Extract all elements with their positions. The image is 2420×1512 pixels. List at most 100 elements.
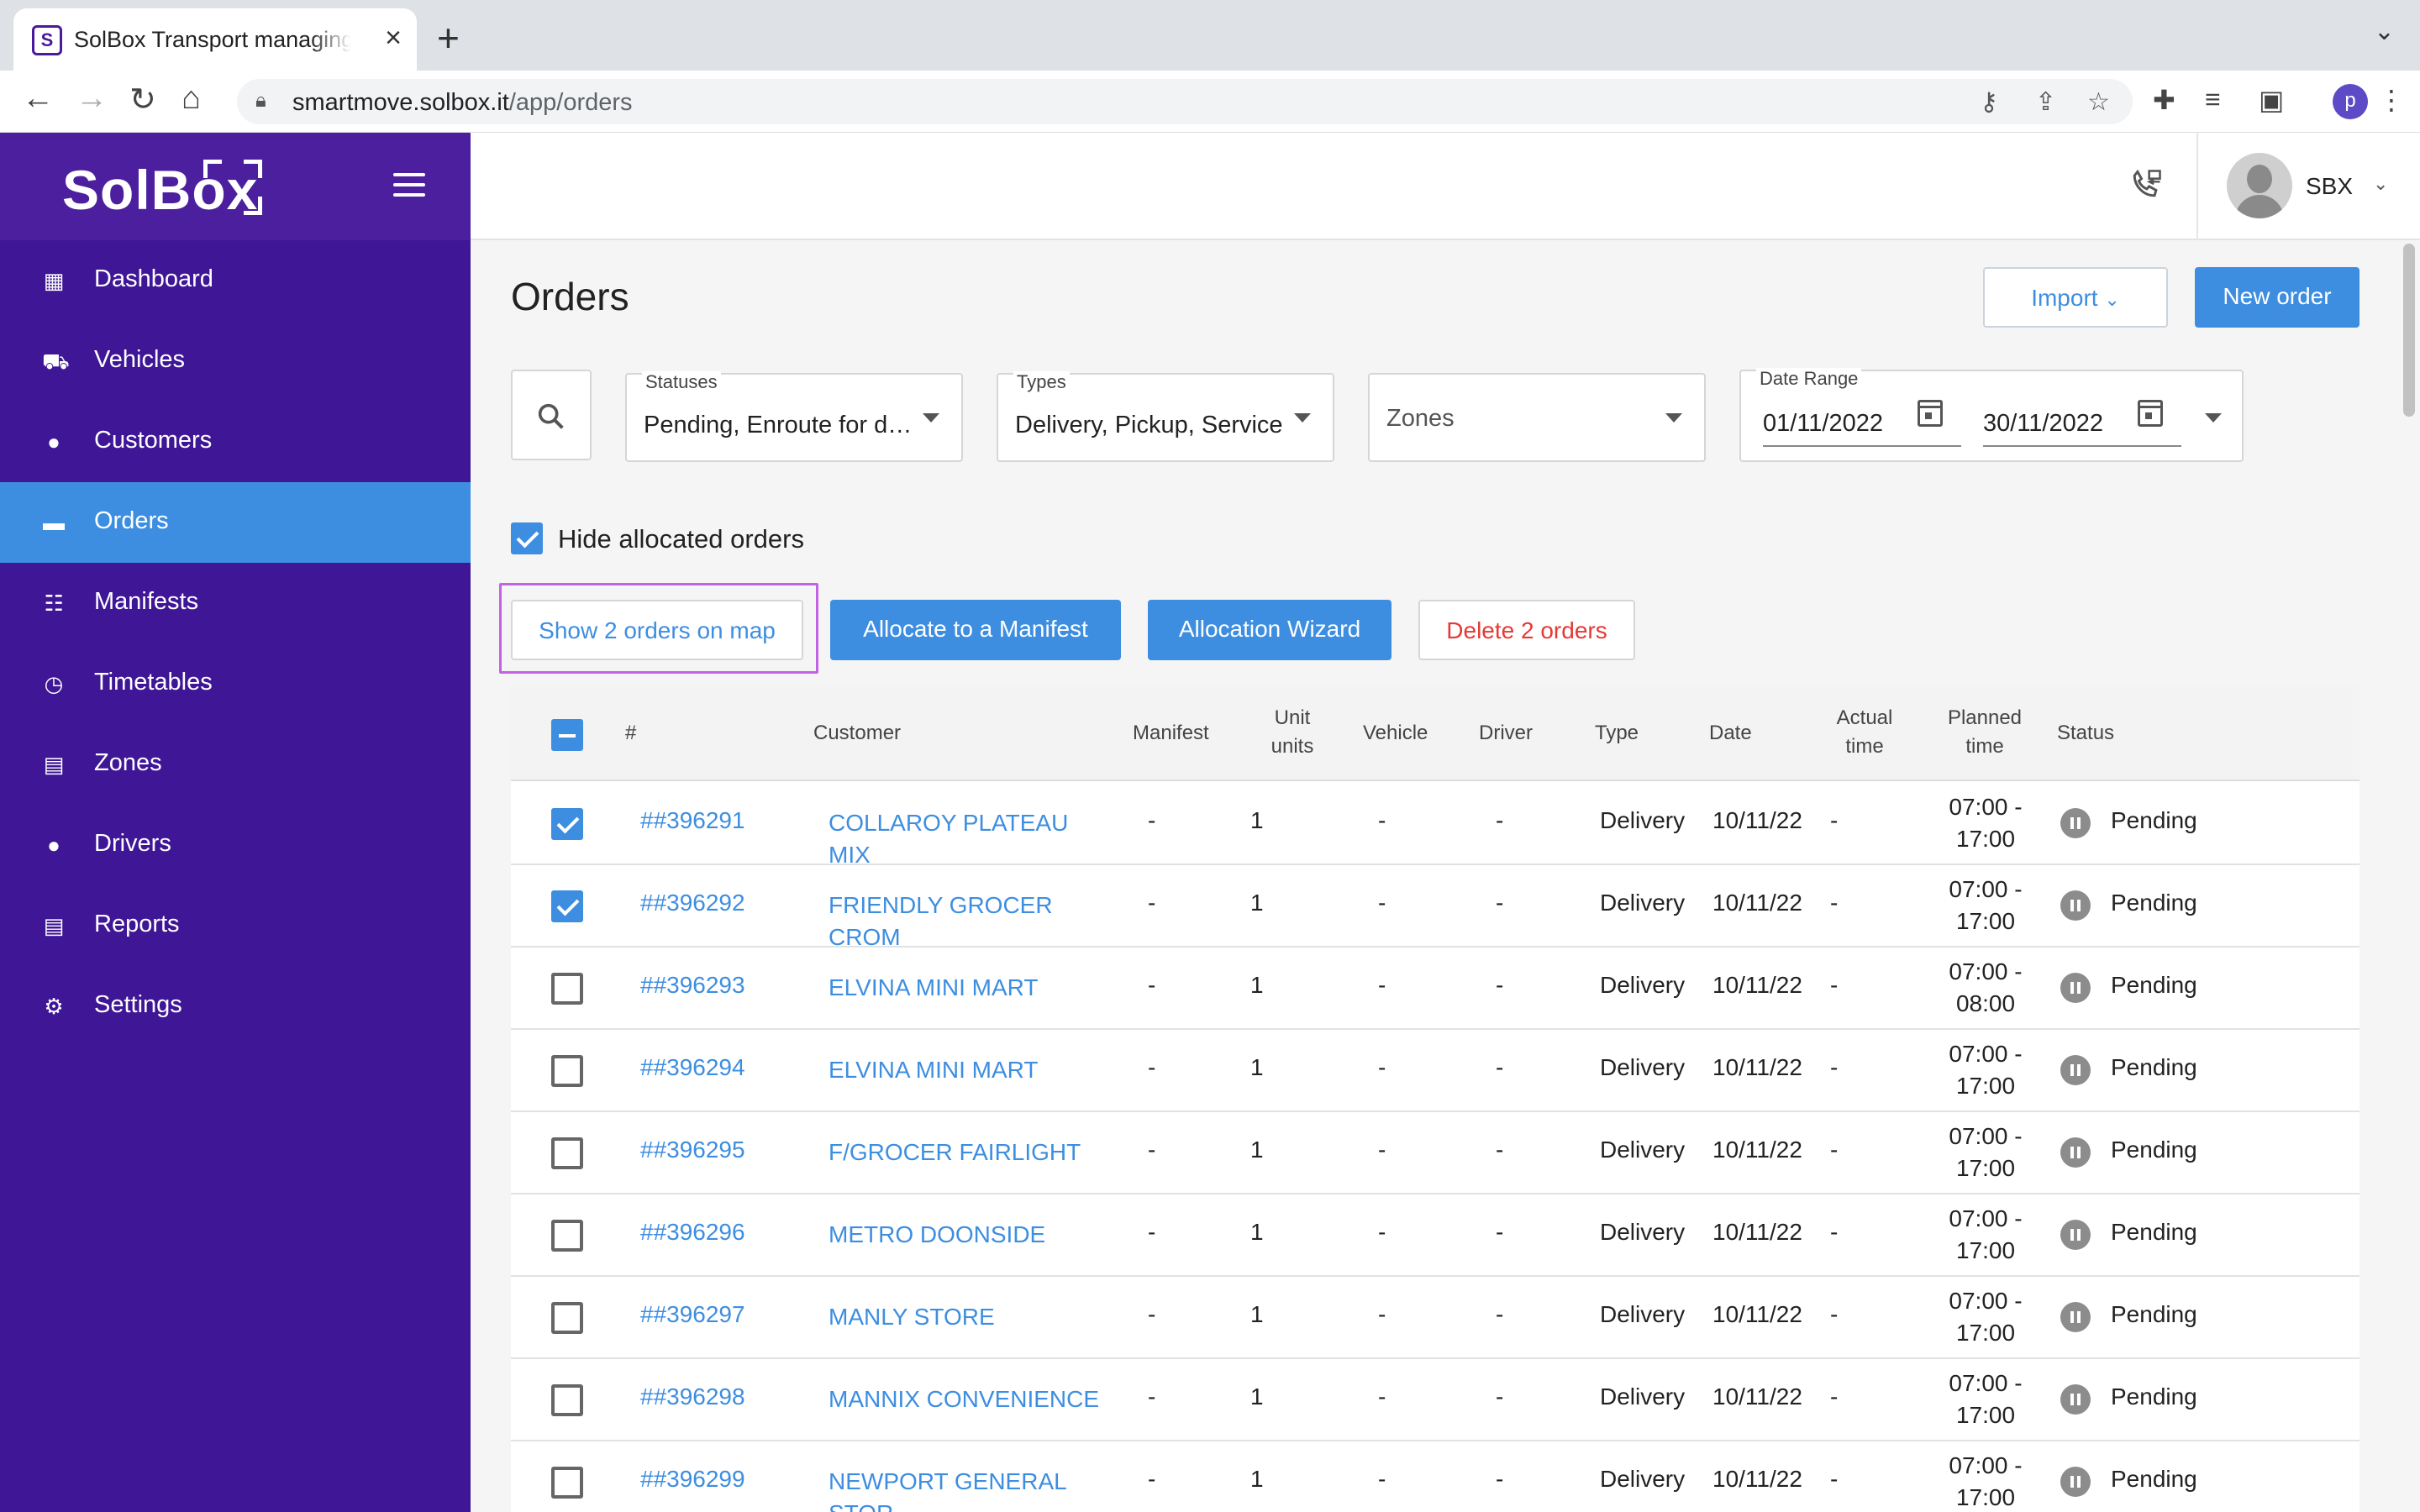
- share-icon[interactable]: ⇪: [2035, 88, 2057, 116]
- select-all-checkbox[interactable]: [551, 719, 583, 751]
- order-id-link[interactable]: ##396292: [640, 890, 745, 916]
- sidebar-item-zones[interactable]: ▤ Zones: [0, 724, 471, 805]
- customer-link[interactable]: ELVINA MINI MART: [829, 1057, 1039, 1083]
- sidebar-item-drivers[interactable]: ● Drivers: [0, 805, 471, 885]
- col-vehicle[interactable]: Vehicle: [1363, 722, 1428, 744]
- table-row[interactable]: ##396295 F/GROCER FAIRLIGHT - 1 - - Delivery 10…: [511, 1112, 2360, 1194]
- menu-kebab-icon[interactable]: ⋮: [2378, 85, 2405, 115]
- order-id-link[interactable]: ##396296: [640, 1219, 745, 1245]
- user-menu-chevron-icon[interactable]: ⌄: [2373, 173, 2389, 194]
- search-button[interactable]: [511, 370, 592, 460]
- key-icon[interactable]: ⚷: [1980, 88, 1998, 116]
- table-row[interactable]: ##396298 MANNIX CONVENIENCE - 1 - - Delivery 10…: [511, 1359, 2360, 1441]
- extensions-icon[interactable]: ✚: [2153, 85, 2175, 115]
- order-id-link[interactable]: ##396294: [640, 1054, 745, 1080]
- col-planned-time[interactable]: Planned time: [1947, 706, 2023, 758]
- date-from-input[interactable]: 01/11/2022: [1763, 405, 1961, 447]
- customer-link[interactable]: ELVINA MINI MART: [829, 974, 1039, 1000]
- bookmark-star-icon[interactable]: ☆: [2087, 88, 2110, 116]
- table-row[interactable]: ##396294 ELVINA MINI MART - 1 - - Delivery 10/1…: [511, 1030, 2360, 1112]
- close-tab-icon[interactable]: ×: [385, 22, 402, 54]
- order-id-link[interactable]: ##396299: [640, 1466, 745, 1492]
- hide-allocated-label[interactable]: Hide allocated orders: [558, 524, 804, 554]
- sidebar-item-manifests[interactable]: ☷ Manifests: [0, 563, 471, 643]
- dropdown-caret-icon[interactable]: [2205, 413, 2222, 423]
- allocate-manifest-button[interactable]: Allocate to a Manifest: [830, 600, 1121, 660]
- sidebar-item-dashboard[interactable]: ▦ Dashboard: [0, 240, 471, 321]
- col-manifest[interactable]: Manifest: [1133, 722, 1209, 744]
- row-checkbox[interactable]: [551, 1302, 583, 1334]
- sidebar-item-customers[interactable]: ● Customers: [0, 402, 471, 482]
- customer-link[interactable]: FRIENDLY GROCER CROM: [829, 892, 1053, 950]
- media-icon[interactable]: ≡: [2205, 84, 2221, 114]
- customer-link[interactable]: NEWPORT GENERAL STOR: [829, 1468, 1066, 1512]
- order-id-link[interactable]: ##396297: [640, 1301, 745, 1327]
- tab-search-chevron-icon[interactable]: ⌄: [2373, 18, 2395, 45]
- sidebar-item-timetables[interactable]: ◷ Timetables: [0, 643, 471, 724]
- row-checkbox[interactable]: [551, 808, 583, 840]
- order-id-link[interactable]: ##396295: [640, 1137, 745, 1163]
- order-id-link[interactable]: ##396293: [640, 972, 745, 998]
- date-to-input[interactable]: 30/11/2022: [1983, 405, 2181, 447]
- side-panel-icon[interactable]: ▣: [2259, 85, 2285, 115]
- col-driver[interactable]: Driver: [1479, 722, 1533, 744]
- row-checkbox[interactable]: [551, 890, 583, 922]
- row-checkbox[interactable]: [551, 1137, 583, 1169]
- user-avatar[interactable]: [2227, 153, 2292, 218]
- address-bar[interactable]: 🔒︎ smartmove.solbox.it/app/orders ⚷ ⇪ ☆: [237, 79, 2133, 124]
- col-units[interactable]: Unit units: [1270, 706, 1314, 758]
- table-row[interactable]: ##396296 METRO DOONSIDE - 1 - - Delivery 10/11/…: [511, 1194, 2360, 1277]
- table-row[interactable]: ##396297 MANLY STORE - 1 - - Delivery 10/11/22 -…: [511, 1277, 2360, 1359]
- user-name[interactable]: SBX: [2306, 173, 2354, 199]
- table-row[interactable]: ##396299 NEWPORT GENERAL STOR - 1 - - Delivery…: [511, 1441, 2360, 1512]
- order-id-link[interactable]: ##396298: [640, 1383, 745, 1410]
- row-checkbox[interactable]: [551, 973, 583, 1005]
- sidebar-item-vehicles[interactable]: ⛟ Vehicles: [0, 321, 471, 402]
- hamburger-menu-icon[interactable]: [393, 173, 425, 197]
- calendar-icon[interactable]: [1918, 400, 1943, 427]
- customer-link[interactable]: F/GROCER FAIRLIGHT: [829, 1139, 1081, 1165]
- statuses-select[interactable]: Statuses Pending, Enroute for del...: [625, 371, 963, 462]
- delete-orders-button[interactable]: Delete 2 orders: [1418, 600, 1635, 660]
- new-tab-icon[interactable]: +: [437, 16, 460, 60]
- profile-avatar[interactable]: p: [2333, 84, 2368, 119]
- phone-transfer-icon[interactable]: [2128, 166, 2165, 203]
- customer-link[interactable]: METRO DOONSIDE: [829, 1221, 1046, 1247]
- allocation-wizard-button[interactable]: Allocation Wizard: [1148, 600, 1392, 660]
- home-icon[interactable]: ⌂: [182, 81, 201, 116]
- reload-icon[interactable]: ↻: [129, 82, 156, 118]
- customer-link[interactable]: MANNIX CONVENIENCE: [829, 1386, 1100, 1412]
- col-type[interactable]: Type: [1595, 722, 1639, 744]
- table-row[interactable]: ##396291 COLLAROY PLATEAU MIX - 1 - - Delivery…: [511, 783, 2360, 868]
- sidebar-item-settings[interactable]: ⚙ Settings: [0, 966, 471, 1047]
- new-order-button[interactable]: New order: [2195, 267, 2360, 328]
- customer-link[interactable]: MANLY STORE: [829, 1304, 995, 1330]
- col-date[interactable]: Date: [1709, 722, 1752, 744]
- forward-icon[interactable]: →: [76, 81, 108, 116]
- row-checkbox[interactable]: [551, 1055, 583, 1087]
- types-select[interactable]: Types Delivery, Pickup, Service: [997, 371, 1334, 462]
- order-id-link[interactable]: ##396291: [640, 807, 745, 833]
- sidebar-item-reports[interactable]: ▤ Reports: [0, 885, 471, 966]
- show-on-map-button[interactable]: Show 2 orders on map: [511, 600, 803, 660]
- back-icon[interactable]: ←: [22, 81, 54, 116]
- table-row[interactable]: ##396292 FRIENDLY GROCER CROM - 1 - - Delivery…: [511, 865, 2360, 950]
- row-checkbox[interactable]: [551, 1384, 583, 1416]
- import-button[interactable]: Import ⌄: [1983, 267, 2168, 328]
- row-checkbox[interactable]: [551, 1220, 583, 1252]
- calendar-icon[interactable]: [2138, 400, 2163, 427]
- row-checkbox[interactable]: [551, 1467, 583, 1499]
- customer-link[interactable]: COLLAROY PLATEAU MIX: [829, 810, 1069, 868]
- col-number[interactable]: #: [625, 722, 637, 744]
- table-row[interactable]: ##396293 ELVINA MINI MART - 1 - - Delivery 10/1…: [511, 948, 2360, 1030]
- hide-allocated-checkbox[interactable]: [511, 522, 543, 554]
- search-icon: [538, 403, 564, 429]
- col-actual-time[interactable]: Actual time: [1836, 706, 1893, 758]
- zones-select[interactable]: Zones: [1368, 373, 1706, 462]
- col-status[interactable]: Status: [2057, 722, 2115, 744]
- col-customer[interactable]: Customer: [813, 722, 902, 744]
- sidebar-item-orders[interactable]: ▬ Orders: [0, 482, 471, 563]
- date-range-picker[interactable]: Date Range 01/11/2022 30/11/2022: [1739, 368, 2244, 462]
- browser-tab[interactable]: S SolBox Transport managing pla ×: [13, 8, 417, 71]
- page-scrollbar[interactable]: [2403, 244, 2415, 417]
